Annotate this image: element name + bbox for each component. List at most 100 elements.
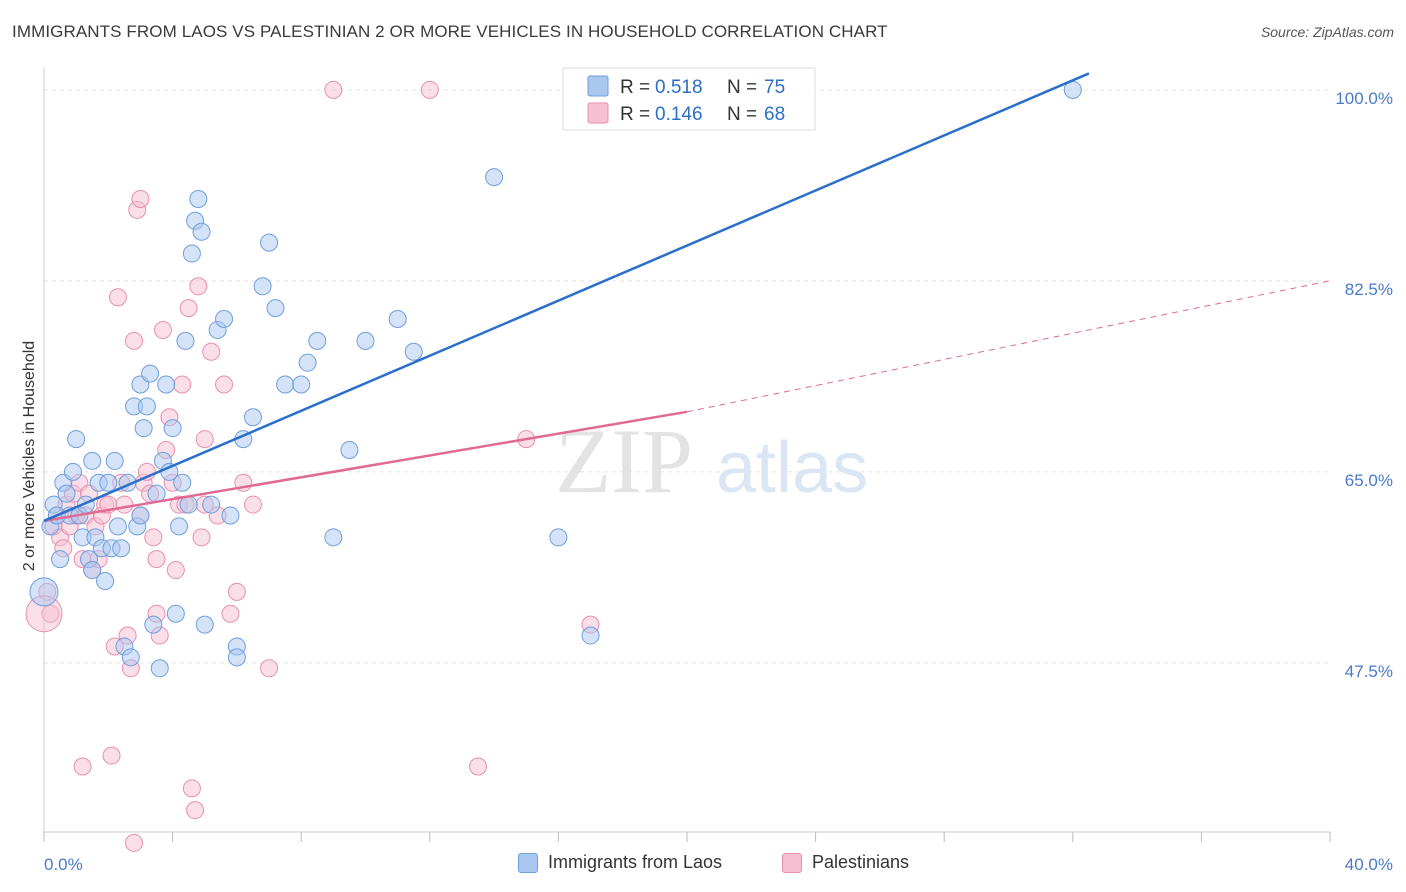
laos-point-55 [243,408,262,427]
laos-point-5 [57,484,76,503]
x-tick-label-max: 40.0% [1345,855,1393,874]
legend-item-laos: Immigrants from Laos [518,852,722,873]
laos-point-32 [144,615,163,634]
legend-r-label-1: R = [620,77,650,98]
laos-point-67 [404,342,423,361]
grid-lines [44,89,1330,664]
palestinians-trend-dashed [686,280,1331,413]
palestinians-point-50 [202,342,221,361]
legend-swatch-palestinians [587,102,609,124]
laos-point-65 [356,331,375,350]
laos-point-47 [192,222,211,241]
laos-point-39 [166,604,185,623]
palestinians-point-66 [195,430,214,449]
laos-point-17 [96,571,115,590]
laos-point-69 [549,528,568,547]
palestinians-point-33 [144,528,163,547]
legend-swatch-laos [587,75,609,97]
y-tick-label-100: 100.0% [1335,89,1393,108]
laos-point-22 [112,539,131,558]
chart-title: IMMIGRANTS FROM LAOS VS PALESTINIAN 2 OR… [12,22,888,41]
laos-point-59 [276,375,295,394]
palestinians-point-56 [243,495,262,514]
palestinians-swatch [782,852,802,873]
laos-point-44 [182,244,201,263]
laos-point-49 [202,495,221,514]
laos-point-cluster [29,577,59,607]
palestinians-point-57 [260,659,279,678]
legend-r-label-2: R = [620,104,650,125]
laos-point-51 [215,310,234,329]
laos-point-46 [189,189,208,208]
palestinians-point-27 [125,331,144,350]
palestinians-point-53 [221,604,240,623]
legend-n-value-1: 75 [764,77,785,98]
laos-point-20 [105,451,124,470]
laos-point-60 [292,375,311,394]
legend-n-value-2: 68 [764,104,785,125]
watermark-atlas: atlas [716,428,868,508]
legend-label-palestinians: Palestinians [812,852,910,872]
y-axis-label: 2 or more Vehicles in Household [21,341,38,571]
palestinians-point-63 [131,189,150,208]
laos-point-68 [485,168,504,187]
palestinians-point-44 [179,299,198,318]
trend-lines [43,72,1331,523]
laos-point-36 [157,375,176,394]
laos-point-48 [195,615,214,634]
laos-point-40 [170,517,189,536]
laos-point-13 [83,561,102,580]
laos-point-42 [176,331,195,350]
palestinians-point-40 [166,561,185,580]
source-label: Source: ZipAtlas.com [1260,24,1394,40]
palestinians-point-34 [147,550,166,569]
laos-point-58 [266,299,285,318]
legend-item-palestinians: Palestinians [782,852,909,873]
laos-point-64 [340,441,359,459]
laos-point-18 [99,473,118,492]
laos-point-3 [51,550,70,569]
palestinians-point-47 [189,277,208,296]
x-tick-marks [43,832,1331,842]
laos-point-70 [581,626,600,645]
laos-point-29 [134,419,153,438]
x-tick-label-min: 0.0% [44,855,83,874]
legend-n-label-1: N = [727,77,757,98]
palestinians-point-64 [73,757,92,776]
laos-point-8 [67,430,86,449]
bottom-legend: Immigrants from Laos Palestinians [0,852,1406,878]
legend-n-label-2: N = [727,104,757,125]
palestinians-point-42 [173,375,192,394]
palestinians-point-65 [125,833,144,852]
stats-legend: R = 0.518 N = 75 R = 0.146 N = 68 [562,67,816,131]
laos-points [29,80,1082,678]
y-tick-label-82-5: 82.5% [1345,280,1393,299]
palestinians-trend-line [43,410,688,523]
palestinians-point-24 [115,495,134,514]
laos-point-63 [324,528,343,547]
legend-r-value-2: 0.146 [655,104,703,125]
laos-point-31 [141,364,160,383]
laos-point-34 [150,659,169,678]
palestinians-point-22 [108,288,127,307]
palestinians-point-20 [102,746,121,765]
laos-point-74 [227,648,246,667]
y-tick-label-47-5: 47.5% [1345,662,1393,681]
palestinians-point-60 [469,757,488,776]
laos-trend-line [43,72,1090,523]
laos-point-61 [298,353,317,372]
laos-point-7 [63,462,82,481]
y-tick-label-65: 65.0% [1345,471,1393,490]
palestinians-point-59 [420,80,439,99]
laos-point-21 [108,517,127,536]
laos-point-73 [131,506,150,525]
laos-point-30 [137,397,156,416]
laos-point-38 [163,419,182,438]
laos-point-66 [388,310,407,329]
palestinians-point-48 [192,528,211,547]
watermark-zip: ZIP [555,410,693,512]
laos-point-62 [308,331,327,350]
laos-point-41 [173,473,192,492]
laos-point-56 [253,277,272,296]
